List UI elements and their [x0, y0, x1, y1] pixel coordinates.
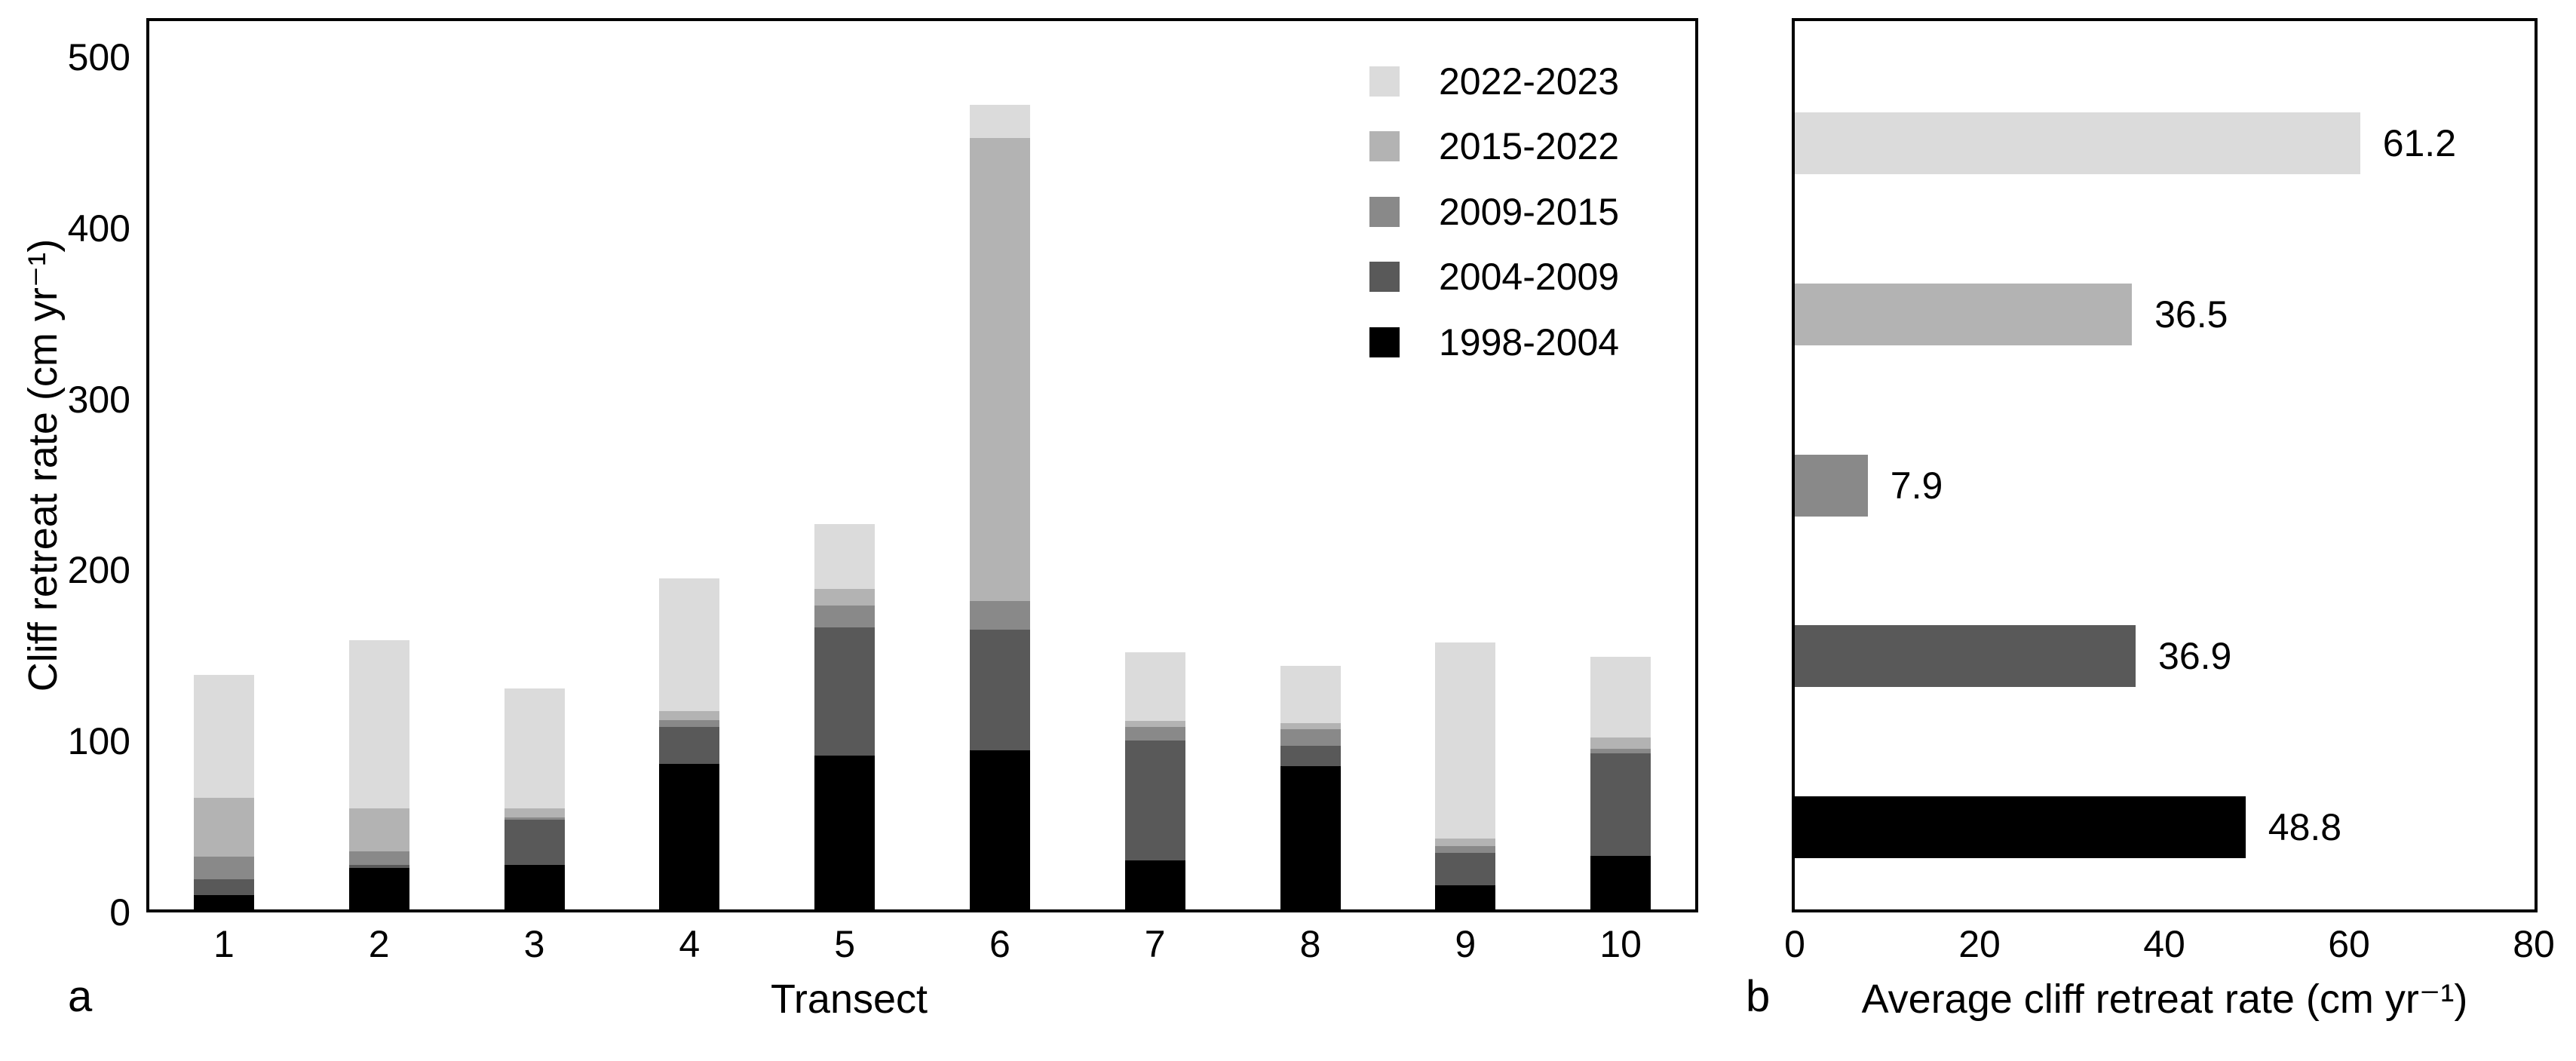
panel-a-y-tick-label: 200 [67, 549, 130, 592]
panel-a-y-tick-label: 300 [67, 378, 130, 421]
bar-segment-2015-2022-transect-3 [504, 808, 565, 817]
bar-segment-1998-2004-transect-5 [814, 755, 876, 909]
bar-segment-2004-2009-transect-6 [969, 629, 1030, 750]
avg-bar-1998-2004 [1795, 796, 2246, 858]
panel-a-x-tick-label: 10 [1599, 923, 1642, 965]
bar-segment-2004-2009-transect-2 [348, 865, 409, 869]
avg-bar-value-2004-2009: 36.9 [2158, 635, 2232, 678]
panel-a-y-tick-label: 400 [67, 207, 130, 250]
bar-segment-1998-2004-transect-6 [969, 750, 1030, 909]
panel-a-y-tick-label: 500 [67, 36, 130, 78]
panel-b-x-tick-label: 80 [2513, 923, 2555, 965]
bar-segment-2004-2009-transect-8 [1280, 745, 1341, 767]
avg-bar-2015-2022 [1795, 283, 2133, 345]
bar-segment-2009-2015-transect-1 [193, 857, 254, 880]
avg-bar-value-2009-2015: 7.9 [1890, 464, 1943, 507]
bar-segment-2009-2015-transect-4 [659, 720, 720, 727]
panel-a-x-axis-title: Transect [770, 977, 928, 1022]
bar-segment-1998-2004-transect-8 [1280, 766, 1341, 909]
bar-segment-2022-2023-transect-8 [1280, 666, 1341, 724]
panel-a-letter: a [68, 972, 93, 1021]
bar-segment-2022-2023-transect-2 [348, 640, 409, 809]
panel-a-x-tick-label: 6 [989, 923, 1010, 965]
bar-segment-2022-2023-transect-7 [1124, 652, 1185, 722]
panel-b-letter: b [1746, 972, 1771, 1021]
avg-bar-value-1998-2004: 48.8 [2268, 806, 2342, 848]
bar-segment-2015-2022-transect-5 [814, 589, 876, 606]
bar-segment-2009-2015-transect-10 [1590, 749, 1651, 753]
bar-segment-2015-2022-transect-6 [969, 138, 1030, 602]
bar-segment-2004-2009-transect-9 [1435, 853, 1496, 886]
bar-segment-2009-2015-transect-2 [348, 851, 409, 866]
legend-swatch-2022-2023 [1369, 66, 1400, 97]
bar-segment-2004-2009-transect-1 [193, 879, 254, 895]
bar-segment-2022-2023-transect-10 [1590, 656, 1651, 738]
bar-segment-1998-2004-transect-7 [1124, 860, 1185, 909]
bar-segment-2004-2009-transect-3 [504, 820, 565, 866]
panel-a-x-tick-label: 5 [834, 923, 855, 965]
bar-segment-2022-2023-transect-9 [1435, 642, 1496, 839]
legend-label-1998-2004: 1998-2004 [1439, 320, 1620, 363]
bar-segment-2004-2009-transect-10 [1590, 753, 1651, 857]
bar-segment-2015-2022-transect-2 [348, 808, 409, 851]
bar-segment-1998-2004-transect-9 [1435, 885, 1496, 909]
panel-a-x-tick-label: 2 [368, 923, 390, 965]
panel-b-x-tick-label: 40 [2143, 923, 2185, 965]
bar-segment-2022-2023-transect-1 [193, 674, 254, 798]
bar-segment-2015-2022-transect-9 [1435, 838, 1496, 846]
bar-segment-2009-2015-transect-7 [1124, 726, 1185, 741]
panel-b-x-axis-title: Average cliff retreat rate (cm yr⁻¹) [1861, 977, 2468, 1022]
panel-a-x-tick-label: 8 [1299, 923, 1321, 965]
bar-segment-2015-2022-transect-10 [1590, 737, 1651, 750]
avg-bar-2004-2009 [1795, 625, 2136, 688]
bar-segment-2009-2015-transect-8 [1280, 729, 1341, 746]
panel-a-x-tick-label: 3 [523, 923, 545, 965]
bar-segment-1998-2004-transect-1 [193, 894, 254, 909]
legend-swatch-2004-2009 [1369, 262, 1400, 293]
bar-segment-1998-2004-transect-2 [348, 868, 409, 909]
avg-bar-value-2015-2022: 36.5 [2154, 293, 2228, 336]
bar-segment-2022-2023-transect-4 [659, 578, 720, 711]
bar-segment-1998-2004-transect-4 [659, 764, 720, 909]
bar-segment-2009-2015-transect-9 [1435, 845, 1496, 854]
bar-segment-2015-2022-transect-1 [193, 797, 254, 857]
legend-label-2015-2022: 2015-2022 [1439, 125, 1620, 168]
panel-b-x-tick-label: 60 [2328, 923, 2370, 965]
bar-segment-2022-2023-transect-6 [969, 104, 1030, 139]
panel-a-x-tick-label: 7 [1144, 923, 1166, 965]
bar-segment-2009-2015-transect-6 [969, 601, 1030, 630]
avg-bar-2022-2023 [1795, 112, 2360, 174]
panel-b-x-tick-label: 0 [1784, 923, 1805, 965]
panel-a-x-tick-label: 4 [679, 923, 701, 965]
bar-segment-1998-2004-transect-3 [504, 865, 565, 909]
bar-segment-2009-2015-transect-5 [814, 606, 876, 627]
bar-segment-2009-2015-transect-3 [504, 817, 565, 820]
legend-swatch-1998-2004 [1369, 327, 1400, 357]
panel-a-x-tick-label: 9 [1455, 923, 1477, 965]
legend-label-2009-2015: 2009-2015 [1439, 190, 1620, 233]
panel-a-y-tick-label: 100 [67, 720, 130, 763]
bar-segment-1998-2004-transect-10 [1590, 856, 1651, 909]
panel-a-y-axis-title: Cliff retreat rate (cm yr⁻¹) [20, 238, 66, 692]
bar-segment-2015-2022-transect-8 [1280, 723, 1341, 730]
bar-segment-2015-2022-transect-7 [1124, 721, 1185, 727]
panel-a-y-tick-label: 0 [109, 891, 130, 934]
bar-segment-2022-2023-transect-5 [814, 524, 876, 590]
legend-swatch-2009-2015 [1369, 196, 1400, 227]
bar-segment-2004-2009-transect-7 [1124, 741, 1185, 861]
panel-a-x-tick-label: 1 [213, 923, 235, 965]
panel-b-x-tick-label: 20 [1958, 923, 2001, 965]
legend-swatch-2015-2022 [1369, 131, 1400, 162]
avg-bar-value-2022-2023: 61.2 [2382, 122, 2457, 164]
bar-segment-2015-2022-transect-4 [659, 710, 720, 721]
avg-bar-2009-2015 [1795, 454, 1868, 517]
bar-segment-2004-2009-transect-5 [814, 627, 876, 756]
legend-label-2004-2009: 2004-2009 [1439, 256, 1620, 299]
legend-label-2022-2023: 2022-2023 [1439, 60, 1620, 103]
bar-segment-2004-2009-transect-4 [659, 726, 720, 765]
bar-segment-2022-2023-transect-3 [504, 688, 565, 808]
